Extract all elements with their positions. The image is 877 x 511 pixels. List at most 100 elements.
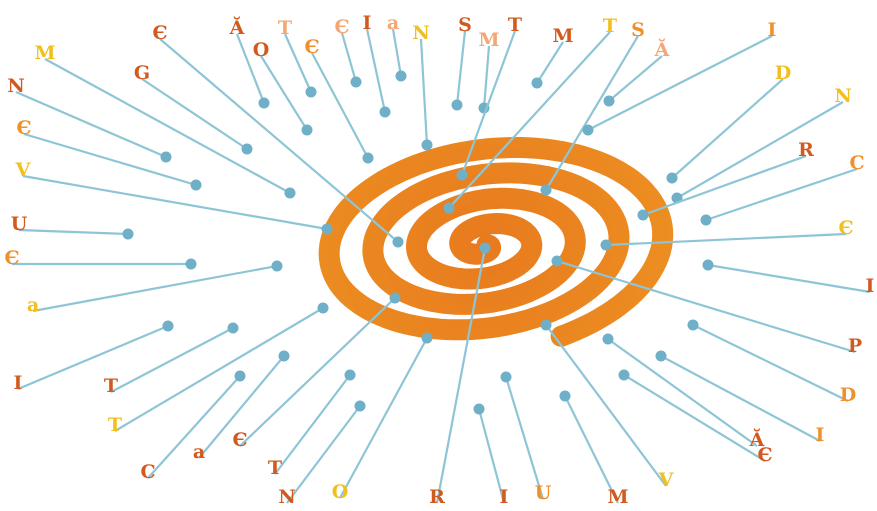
leader-line (17, 324, 169, 391)
spiral-band (318, 137, 674, 347)
leader-dot (241, 143, 253, 155)
leader-line (435, 247, 487, 504)
leader-line (339, 337, 428, 499)
leader-dot (317, 302, 329, 314)
leader-dot (582, 124, 594, 136)
leader-line (460, 30, 517, 176)
spiral-letter: N (7, 75, 24, 97)
spiral-letter: a (387, 12, 399, 34)
spiral-letter: Є (838, 217, 853, 239)
leader-line (44, 58, 291, 194)
leader-line (705, 167, 858, 222)
spiral-letter: N (834, 85, 851, 107)
leader-dot (278, 350, 290, 362)
leader-dot (687, 319, 699, 331)
spiral-letter: I (500, 486, 509, 508)
spiral-letter: O (332, 481, 349, 503)
leader-dot (421, 139, 433, 151)
leader-dot (451, 99, 463, 111)
leader-line (660, 355, 821, 442)
spiral-letter: T (603, 15, 617, 37)
leader-line (605, 232, 847, 247)
spiral-letter: D (775, 62, 791, 84)
leader-dot (190, 179, 202, 191)
spiral-letter: O (253, 39, 270, 61)
spiral-letter: M (478, 29, 499, 51)
spiral-letter: N (412, 22, 429, 44)
leader-line (198, 355, 285, 459)
leader-dot (227, 322, 239, 334)
leader-line (692, 324, 849, 402)
leader-dot (602, 333, 614, 345)
leader-line (676, 101, 844, 199)
spiral-letter: M (607, 486, 628, 508)
leader-dot (389, 292, 401, 304)
leader-line (159, 38, 399, 243)
spiral-letter: U (535, 482, 552, 504)
leader-line (147, 375, 241, 479)
leader-dot (702, 259, 714, 271)
leader-dot (600, 239, 612, 251)
spiral-letter: a (193, 441, 205, 463)
leader-line (141, 78, 248, 150)
leader-dot (603, 95, 615, 107)
leader-line (283, 33, 313, 93)
leader-line (235, 33, 266, 104)
leader-line (545, 35, 639, 191)
leader-dot (392, 236, 404, 248)
leader-line (419, 38, 429, 146)
leader-dot (559, 390, 571, 402)
leader-line (22, 174, 328, 231)
leader-dot (479, 242, 491, 254)
leader-line (455, 30, 467, 106)
spiral-letter: S (631, 19, 645, 41)
spiral-letter: T (268, 457, 282, 479)
spiral-letter: G (134, 62, 150, 84)
spiral-letter: V (15, 159, 32, 181)
leader-line (311, 52, 369, 159)
leader-dot (500, 371, 512, 383)
spiral-letter: C (849, 152, 864, 174)
leader-line (477, 408, 506, 504)
spiral-letter: T (104, 375, 118, 397)
leader-line (32, 264, 278, 313)
leader-dot (473, 403, 485, 415)
spiral-letter: R (429, 486, 445, 508)
leader-line (448, 31, 611, 209)
leader-line (545, 324, 667, 487)
leader-dot (551, 255, 563, 267)
spiral-letter: I (14, 372, 23, 394)
leader-dot (354, 400, 366, 412)
spiral-letter: R (798, 139, 814, 161)
spiral-letter: C (140, 461, 155, 483)
leader-dot (362, 152, 374, 164)
leader-dot (531, 77, 543, 89)
leader-dot (271, 260, 283, 272)
leader-line (564, 395, 619, 504)
leader-dot (443, 202, 455, 214)
leader-dot (321, 223, 333, 235)
spiral-letter: Є (4, 247, 19, 269)
leader-dot (395, 70, 407, 82)
leader-dot (185, 258, 197, 270)
spiral-letter: Ӑ (749, 428, 765, 451)
leader-lines (12, 28, 871, 504)
leader-line (707, 263, 871, 294)
spiral-letter: Є (334, 16, 349, 38)
spiral-letter: T (508, 14, 522, 36)
leader-dot (284, 187, 296, 199)
spiral-letter: N (278, 486, 295, 508)
spiral-letter: U (11, 213, 28, 235)
leader-dot (618, 369, 630, 381)
spiral-letter: a (27, 294, 39, 316)
leader-line (536, 41, 564, 84)
leader-dot (301, 124, 313, 136)
spiral-letter: S (458, 14, 472, 36)
leader-line (239, 297, 396, 447)
spiral-letter: Є (16, 117, 31, 139)
spiral-letter: T (278, 17, 292, 39)
spiral-letter: P (848, 335, 862, 357)
spiral-letter: Є (304, 36, 319, 58)
